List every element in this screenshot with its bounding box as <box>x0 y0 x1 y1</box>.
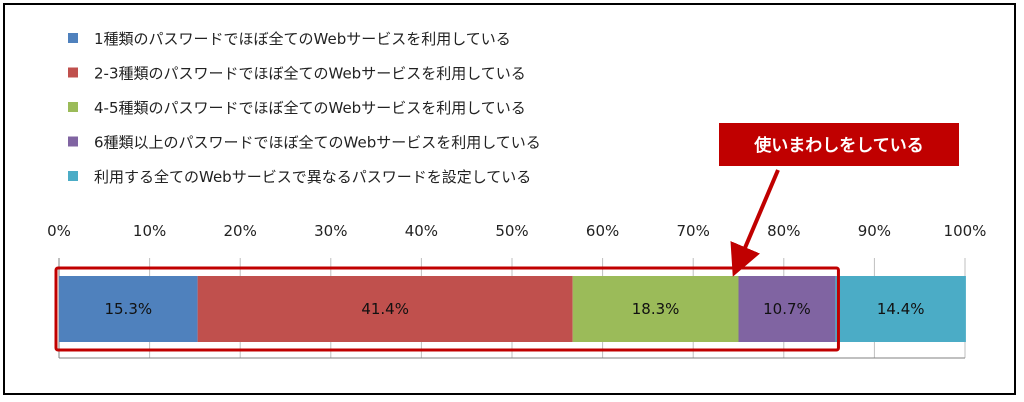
x-tick-label: 80% <box>767 222 800 240</box>
data-label-4: 10.7% <box>763 300 811 318</box>
legend-swatch-4 <box>68 136 78 147</box>
bar-segment-1 <box>59 276 198 342</box>
bar-segments <box>59 276 966 342</box>
x-tick-label: 90% <box>858 222 891 240</box>
annotation: 使いまわしをしている <box>54 123 959 352</box>
bar-segment-5 <box>835 276 966 342</box>
x-tick-label: 70% <box>677 222 710 240</box>
legend-label-1: 1種類のパスワードでほぼ全てのWebサービスを利用している <box>94 30 511 48</box>
x-tick-label: 40% <box>405 222 438 240</box>
legend-label-5: 利用する全てのWebサービスで異なるパスワードを設定している <box>94 168 531 186</box>
data-label-5: 14.4% <box>877 300 925 318</box>
data-label-3: 18.3% <box>632 300 680 318</box>
x-tick-label: 60% <box>586 222 619 240</box>
x-tick-label: 0% <box>47 222 71 240</box>
callout-arrow <box>730 169 780 277</box>
callout-box <box>719 123 959 166</box>
bar-segment-2 <box>197 276 573 342</box>
legend-swatch-3 <box>68 102 78 112</box>
x-axis-ticks: 0% 10% 20% 30% 40% 50% 60% 70% 80% 90% 100% <box>47 222 986 240</box>
legend-label-3: 4-5種類のパスワードでほぼ全てのWebサービスを利用している <box>94 99 526 117</box>
x-tick-label: 20% <box>224 222 257 240</box>
bar-segment-3 <box>572 276 739 342</box>
legend-swatch-5 <box>68 171 78 181</box>
legend-swatch-2 <box>68 67 78 78</box>
legend-label-4: 6種類以上のパスワードでほぼ全てのWebサービスを利用している <box>94 134 541 152</box>
callout-text: 使いまわしをしている <box>753 135 924 156</box>
legend-label-2: 2-3種類のパスワードでほぼ全てのWebサービスを利用している <box>94 65 526 83</box>
x-tick-label: 50% <box>495 222 528 240</box>
data-label-2: 41.4% <box>361 300 409 318</box>
data-labels: 15.3% 41.4% 18.3% 10.7% 14.4% <box>104 300 924 318</box>
data-label-1: 15.3% <box>104 300 152 318</box>
highlight-box <box>54 266 840 352</box>
legend-swatch-1 <box>68 33 78 43</box>
x-tick-label: 100% <box>944 222 987 240</box>
bar-segment-4 <box>738 276 836 342</box>
x-tick-label: 30% <box>314 222 347 240</box>
x-tick-label: 10% <box>133 222 166 240</box>
legend: 1種類のパスワードでほぼ全てのWebサービスを利用している 2-3種類のパスワード… <box>68 30 541 186</box>
